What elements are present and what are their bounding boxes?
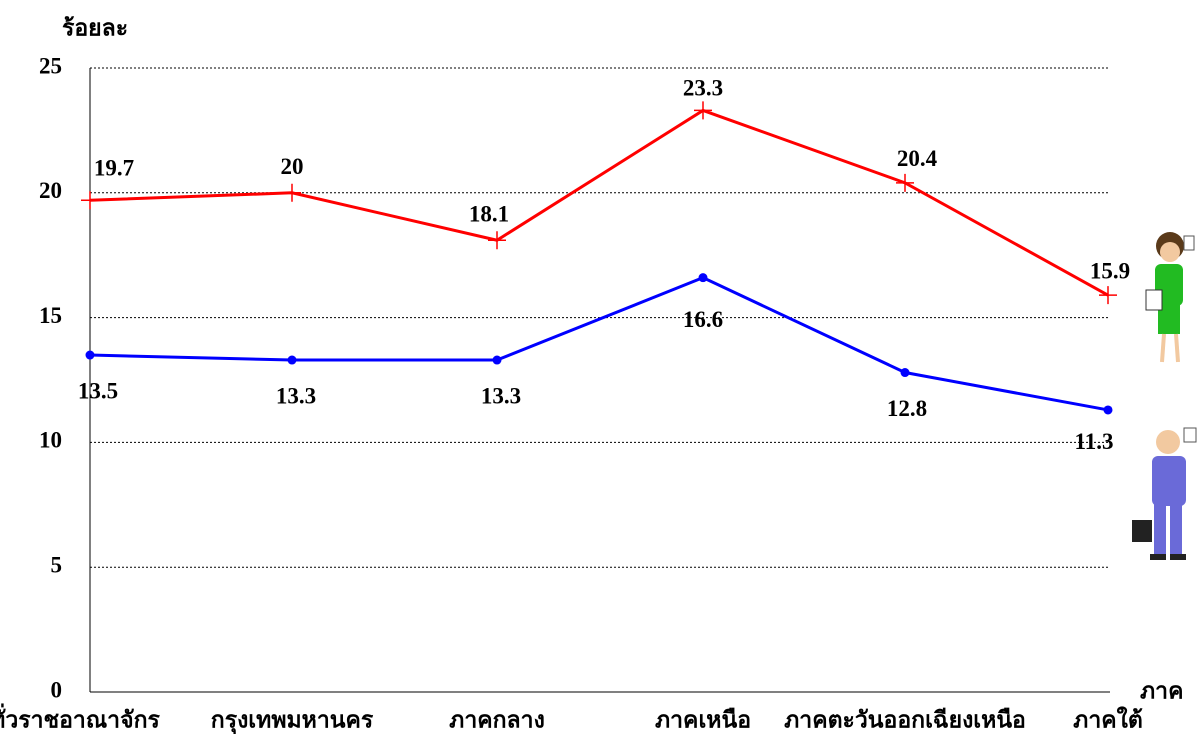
y-tick-label: 5 [51,552,63,577]
y-tick-label: 25 [39,53,62,78]
value-label: 20 [281,154,304,179]
value-label: 11.3 [1075,429,1114,454]
point-marker [287,355,297,365]
x-tick-label: ภาคเหนือ [655,707,751,732]
y-tick-label: 20 [39,178,62,203]
point-marker [1103,405,1113,415]
series-line [89,276,1109,412]
value-label: 18.1 [469,202,509,227]
point-marker [694,101,712,120]
x-axis-label: ภาค [1140,678,1183,703]
point-marker [1099,286,1117,305]
point-marker [900,368,910,378]
x-tick-label: ทั่วราชอาณาจักร [0,702,160,732]
y-axis-label: ร้อยละ [62,15,128,40]
value-label: 19.7 [94,156,134,181]
x-tick-label: ภาคกลาง [449,707,545,732]
value-label: 20.4 [897,146,938,171]
value-label: 13.3 [276,383,316,408]
point-marker [283,183,301,202]
point-marker [492,355,502,365]
y-tick-label: 0 [51,677,63,702]
x-tick-label: ภาคใต้ [1073,705,1143,732]
x-tick-label: กรุงเทพมหานคร [211,707,374,734]
value-label: 12.8 [887,396,927,421]
series-line [89,108,1109,297]
value-label: 23.3 [683,76,723,101]
x-tick-label: ภาคตะวันออกเฉียงเหนือ [784,707,1026,732]
point-marker [488,231,506,250]
value-label: 13.3 [481,383,521,408]
man-clipart [1132,427,1197,560]
value-label: 13.5 [78,378,118,403]
point-marker [81,191,99,210]
point-marker [85,350,95,360]
y-tick-label: 15 [39,303,62,328]
value-label: 15.9 [1090,258,1130,283]
woman-clipart [1145,232,1195,363]
y-tick-label: 10 [39,428,62,453]
value-label: 16.6 [683,307,723,332]
point-marker [896,173,914,192]
point-marker [698,273,708,283]
